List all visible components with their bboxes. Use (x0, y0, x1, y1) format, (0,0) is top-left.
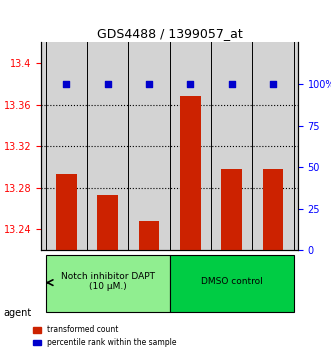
Bar (139, 221, 159, 250)
Bar (180, 97, 201, 250)
Bar (221, 169, 242, 250)
Text: agent: agent (3, 308, 31, 318)
Bar (97, 195, 118, 250)
Point (146, 81, 152, 87)
Title: GDS4488 / 1399057_at: GDS4488 / 1399057_at (97, 27, 243, 40)
Legend: transformed count, percentile rank within the sample: transformed count, percentile rank withi… (30, 322, 180, 350)
Point (270, 81, 276, 87)
Text: Notch inhibitor DAPT
(10 μM.): Notch inhibitor DAPT (10 μM.) (61, 272, 155, 291)
Bar (263, 169, 283, 250)
Point (64, 81, 69, 87)
Point (229, 81, 234, 87)
FancyBboxPatch shape (170, 255, 294, 312)
Point (188, 81, 193, 87)
Point (105, 81, 110, 87)
Text: DMSO control: DMSO control (201, 277, 262, 286)
Bar (56, 175, 76, 250)
FancyBboxPatch shape (45, 255, 170, 312)
